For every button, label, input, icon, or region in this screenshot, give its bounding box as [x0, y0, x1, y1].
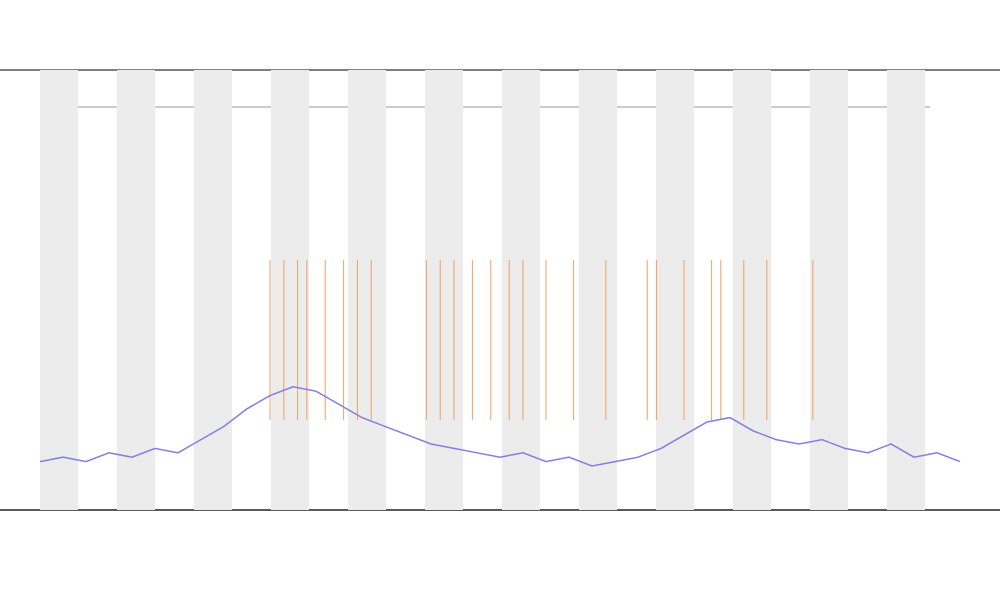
- band: [579, 70, 617, 510]
- band: [117, 70, 155, 510]
- band: [887, 70, 925, 510]
- band: [733, 70, 771, 510]
- band: [425, 70, 463, 510]
- band: [656, 70, 694, 510]
- band: [348, 70, 386, 510]
- plot: [39, 260, 961, 467]
- band: [194, 70, 232, 510]
- bands: [40, 70, 925, 510]
- band: [502, 70, 540, 510]
- band: [40, 70, 78, 510]
- band: [271, 70, 309, 510]
- band: [810, 70, 848, 510]
- series-line: [39, 386, 961, 467]
